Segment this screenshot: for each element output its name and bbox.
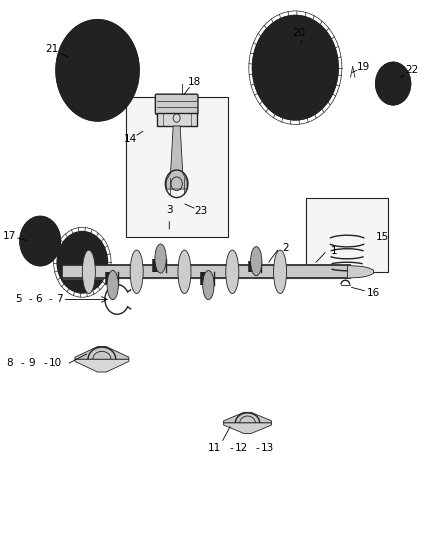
Ellipse shape — [130, 250, 143, 294]
Text: 13: 13 — [261, 443, 274, 453]
Polygon shape — [224, 413, 272, 423]
Text: 9: 9 — [28, 358, 35, 368]
Text: 15: 15 — [376, 232, 389, 243]
Ellipse shape — [203, 270, 214, 300]
Ellipse shape — [274, 250, 286, 294]
Text: -: - — [21, 358, 25, 368]
Text: 3: 3 — [166, 205, 173, 215]
Ellipse shape — [82, 250, 95, 294]
Text: 14: 14 — [124, 134, 137, 144]
Polygon shape — [166, 126, 187, 189]
Polygon shape — [75, 359, 129, 372]
Text: 17: 17 — [3, 231, 16, 241]
Polygon shape — [347, 265, 374, 278]
Ellipse shape — [226, 250, 239, 294]
Text: 11: 11 — [208, 443, 222, 453]
Circle shape — [56, 20, 139, 120]
Text: 21: 21 — [46, 44, 59, 54]
Text: 2: 2 — [283, 243, 290, 253]
Text: 16: 16 — [367, 288, 380, 298]
Ellipse shape — [178, 250, 191, 294]
Text: 8: 8 — [7, 358, 13, 368]
Polygon shape — [224, 423, 272, 433]
Text: 19: 19 — [357, 62, 370, 72]
Text: 22: 22 — [405, 66, 418, 75]
Circle shape — [253, 15, 338, 119]
Text: 10: 10 — [48, 358, 61, 368]
Text: -: - — [230, 443, 233, 453]
Text: 23: 23 — [194, 206, 208, 216]
Text: 7: 7 — [56, 294, 63, 304]
Circle shape — [57, 231, 108, 293]
Text: 6: 6 — [35, 294, 42, 304]
FancyBboxPatch shape — [155, 94, 198, 114]
Text: 12: 12 — [234, 443, 247, 453]
Circle shape — [20, 216, 60, 265]
Text: -: - — [49, 294, 53, 304]
Text: -: - — [28, 294, 32, 304]
Ellipse shape — [251, 247, 262, 276]
Bar — [157, 113, 197, 126]
Text: -: - — [256, 443, 259, 453]
Bar — [126, 97, 228, 237]
Text: 5: 5 — [15, 294, 22, 304]
Ellipse shape — [155, 244, 166, 273]
Circle shape — [376, 62, 410, 105]
Ellipse shape — [107, 270, 118, 300]
Polygon shape — [75, 346, 129, 359]
Text: 20: 20 — [292, 28, 305, 38]
Text: 1: 1 — [331, 246, 337, 256]
Text: 18: 18 — [187, 77, 201, 87]
Text: -: - — [43, 358, 47, 368]
Bar — [180, 100, 185, 104]
Bar — [306, 198, 388, 272]
